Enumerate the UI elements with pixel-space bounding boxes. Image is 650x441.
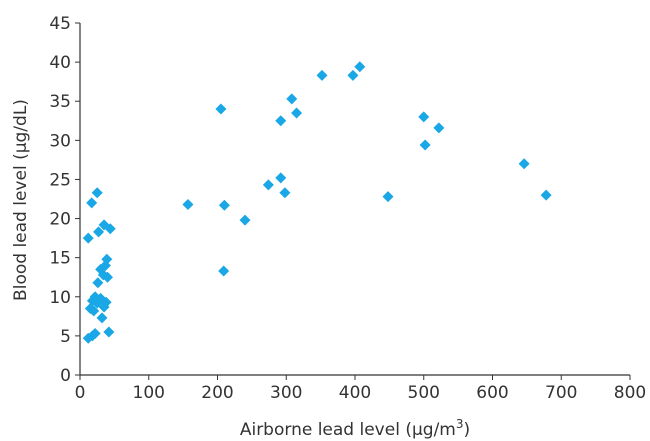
x-tick-label: 200	[201, 383, 233, 403]
data-point	[518, 158, 530, 170]
data-point	[92, 277, 104, 289]
x-tick-label: 400	[339, 383, 371, 403]
data-point	[418, 111, 430, 123]
x-axis-ticks: 0 100 200 300 400 500 600 700 800	[75, 375, 646, 403]
data-point	[239, 214, 251, 226]
x-tick-label: 500	[408, 383, 440, 403]
data-point	[275, 115, 287, 127]
data-points	[82, 61, 552, 344]
data-point	[104, 223, 116, 235]
data-point	[218, 265, 230, 277]
y-tick-label: 5	[60, 327, 71, 347]
data-point	[354, 61, 366, 73]
data-point	[93, 226, 105, 238]
x-tick-label: 0	[75, 383, 86, 403]
x-axis-title: Airborne lead level (µg/m3)	[240, 417, 470, 440]
data-point	[91, 187, 103, 199]
y-tick-label: 30	[49, 131, 71, 151]
data-point	[382, 191, 394, 203]
data-point	[101, 253, 113, 265]
y-tick-label: 35	[49, 92, 71, 112]
x-tick-label: 800	[614, 383, 646, 403]
data-point	[82, 232, 94, 244]
x-tick-label: 300	[270, 383, 302, 403]
y-tick-label: 40	[49, 53, 71, 73]
x-axis-title-main: Airborne lead level (µg/m	[240, 420, 456, 440]
data-point	[86, 197, 98, 209]
y-tick-label: 20	[49, 210, 71, 230]
data-point	[89, 291, 101, 303]
y-tick-label: 15	[49, 249, 71, 269]
data-point	[215, 103, 227, 115]
data-point	[286, 93, 298, 105]
data-point	[182, 198, 194, 210]
data-point	[100, 296, 112, 308]
x-tick-label: 600	[476, 383, 508, 403]
data-point	[433, 122, 445, 134]
y-tick-label: 10	[49, 288, 71, 308]
x-axis-title-close: )	[464, 420, 471, 440]
x-tick-label: 700	[545, 383, 577, 403]
data-point	[262, 179, 274, 191]
plot-area: 0 100 200 300 400 500 600 700 800 0 5 10 15 20 25 30 35…	[49, 14, 646, 403]
y-tick-label: 0	[60, 366, 71, 386]
data-point	[347, 69, 359, 81]
data-point	[279, 187, 291, 199]
y-tick-label: 45	[49, 14, 71, 34]
data-point	[419, 139, 431, 151]
data-point	[96, 312, 108, 324]
data-point	[218, 199, 230, 211]
data-point	[103, 326, 115, 338]
data-point	[540, 189, 552, 201]
data-point	[275, 172, 287, 184]
data-point	[316, 69, 328, 81]
x-axis-title-superscript: 3	[456, 417, 464, 431]
data-point	[89, 328, 101, 340]
x-tick-label: 100	[133, 383, 165, 403]
data-point	[291, 107, 303, 119]
y-axis-title: Blood lead level (µg/dL)	[11, 99, 31, 301]
data-point	[88, 305, 100, 317]
y-tick-label: 25	[49, 170, 71, 190]
y-axis-ticks: 0 5 10 15 20 25 30 35 40 45	[49, 14, 80, 386]
